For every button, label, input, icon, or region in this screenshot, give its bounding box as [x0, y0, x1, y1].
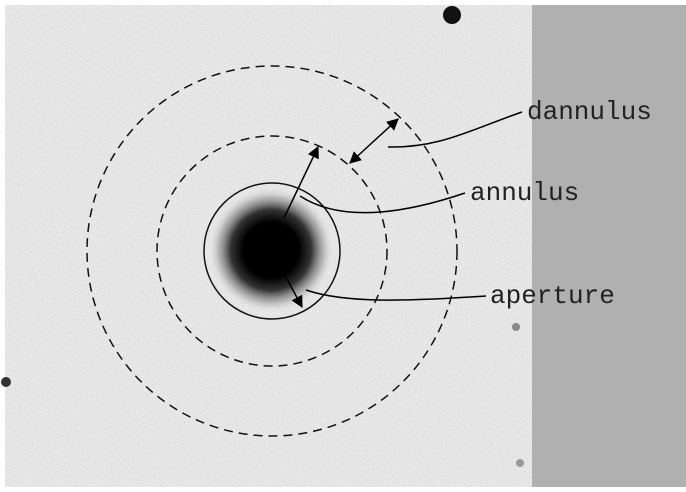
side-panel — [532, 5, 686, 487]
target-star — [209, 188, 333, 312]
label: dannulus — [527, 97, 652, 127]
field-star — [512, 323, 520, 331]
label: annulus — [470, 178, 579, 208]
field-star — [443, 6, 461, 24]
field-star — [516, 459, 524, 467]
photometry-diagram: dannulus annulus aperture — [0, 0, 686, 492]
field-star — [1, 377, 11, 387]
label: aperture — [490, 281, 615, 311]
